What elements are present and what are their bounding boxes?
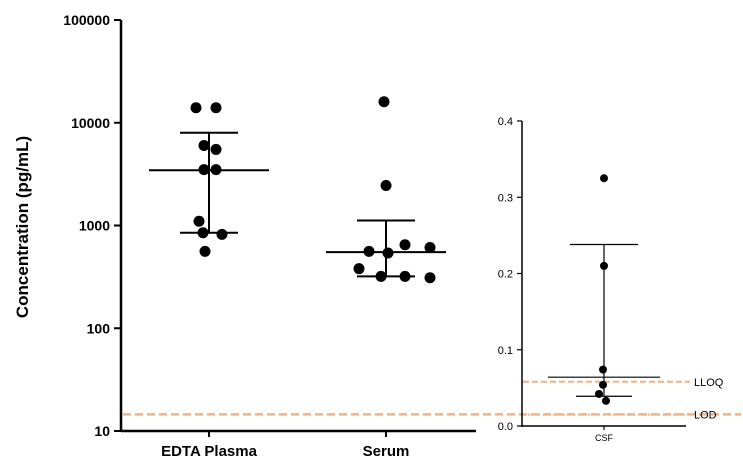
data-point (199, 245, 211, 257)
data-point (198, 140, 210, 152)
series-group (548, 174, 660, 405)
left-y-tick-label: 100 (87, 320, 111, 336)
right-y-tick-label: 0.0 (498, 421, 513, 433)
data-point (193, 215, 205, 227)
right-category-label: CSF (595, 433, 614, 443)
data-point (216, 228, 228, 240)
series-group (326, 96, 446, 284)
reference-line-label: LOD (694, 410, 717, 422)
right-reference-lines: LLOQ LOD (523, 377, 724, 422)
left-chart: Concentration (pg/mL) 10 100 1000 10000 1000… (13, 12, 741, 460)
data-point (210, 164, 222, 176)
left-y-tick-label: 10000 (71, 115, 110, 131)
data-point (375, 270, 387, 282)
series-group (149, 102, 269, 257)
data-point (599, 365, 607, 374)
left-y-tick-labels: 10 100 1000 10000 100000 (63, 12, 110, 439)
left-y-tick-label: 100000 (63, 12, 110, 28)
data-point (197, 227, 209, 239)
right-category-labels: CSF (595, 433, 614, 443)
right-y-tick-label: 0.4 (498, 116, 513, 128)
data-point (353, 263, 365, 275)
data-point (600, 174, 608, 183)
left-y-tick-label: 10 (94, 423, 110, 439)
data-point (399, 239, 411, 251)
data-point (380, 180, 392, 192)
left-axes (114, 19, 476, 437)
reference-line-label: LLOQ (694, 377, 724, 389)
right-y-tick-label: 0.2 (498, 269, 513, 281)
data-point (190, 102, 202, 114)
left-category-label: EDTA Plasma (161, 443, 258, 459)
right-y-tick-label: 0.1 (498, 345, 513, 357)
data-point (602, 396, 610, 405)
data-point (210, 143, 222, 155)
data-point (210, 102, 222, 114)
data-point (363, 245, 375, 257)
left-category-label: Serum (363, 443, 410, 459)
data-point (399, 270, 411, 282)
data-point (599, 380, 607, 389)
right-series (548, 174, 660, 405)
left-series (149, 96, 446, 284)
left-category-labels: EDTA Plasma Serum (161, 443, 410, 460)
left-y-tick-label: 1000 (79, 218, 110, 234)
right-y-tick-label: 0.3 (498, 192, 513, 204)
data-point (600, 261, 608, 270)
right-y-tick-labels: 0.0 0.1 0.2 0.3 0.4 (498, 116, 513, 433)
data-point (595, 389, 603, 398)
data-point (424, 272, 436, 284)
data-point (198, 164, 210, 176)
right-axes (517, 120, 686, 430)
y-axis-label: Concentration (pg/mL) (13, 136, 32, 318)
right-chart: 0.0 0.1 0.2 0.3 0.4 LLOQ LOD CSF (498, 116, 724, 443)
data-point (382, 247, 394, 259)
data-point (378, 96, 390, 108)
data-point (424, 242, 436, 254)
